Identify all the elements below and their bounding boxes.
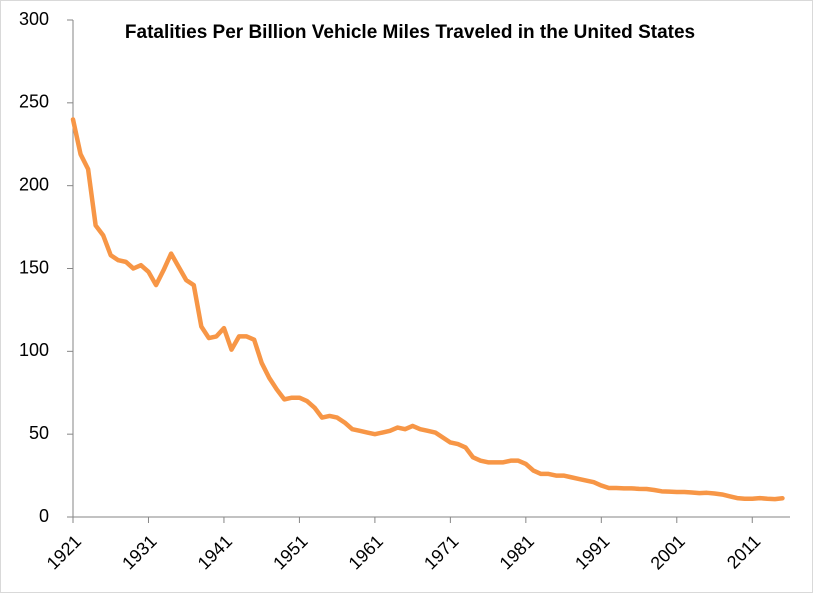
y-tick-label: 0 bbox=[39, 506, 49, 526]
y-tick-label: 200 bbox=[19, 174, 49, 194]
y-tick-label: 250 bbox=[19, 92, 49, 112]
y-tick-label: 150 bbox=[19, 257, 49, 277]
chart-title: Fatalities Per Billion Vehicle Miles Tra… bbox=[125, 22, 695, 43]
y-tick-label: 100 bbox=[19, 340, 49, 360]
y-tick-label: 300 bbox=[19, 9, 49, 29]
y-tick-label: 50 bbox=[29, 423, 49, 443]
data-line bbox=[70, 117, 785, 502]
